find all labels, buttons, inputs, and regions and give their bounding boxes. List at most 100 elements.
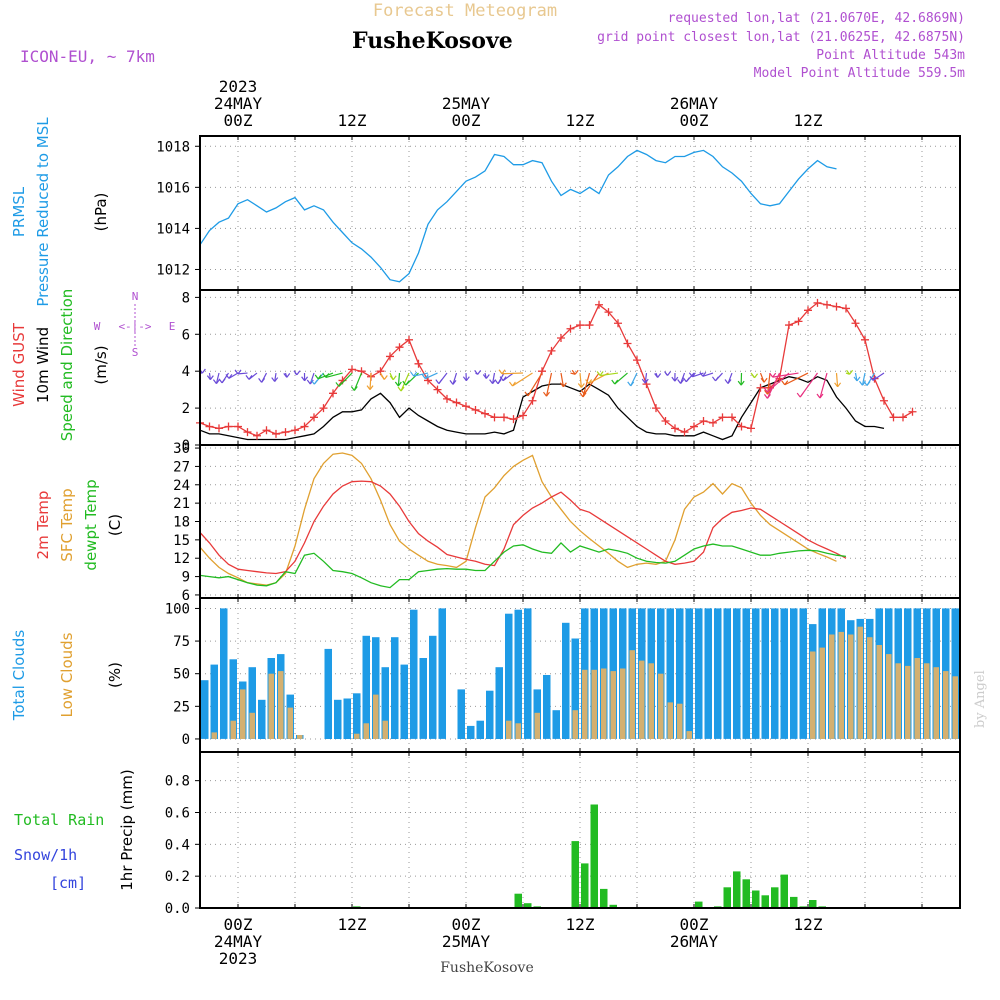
wind-arrow-head bbox=[543, 391, 550, 397]
low-cloud-bar bbox=[838, 631, 844, 739]
wind-arrow-head bbox=[764, 389, 772, 395]
wind-arrow-head bbox=[310, 379, 318, 385]
wind-gust-line-marker bbox=[519, 411, 527, 420]
pressure-line bbox=[199, 149, 837, 283]
bottom-time-label: 24MAY bbox=[214, 932, 263, 951]
rain-bar bbox=[600, 888, 608, 908]
chart-layers: 1012101410161018024686912151821242730025… bbox=[10, 77, 961, 968]
rain-legend: Total Rain bbox=[14, 811, 104, 829]
wind-gust-line-marker bbox=[823, 300, 831, 309]
wind-gust-line-marker bbox=[604, 308, 613, 317]
low-cloud-bar bbox=[363, 723, 369, 739]
y-tick-label: 6 bbox=[182, 588, 190, 604]
low-cloud-bar bbox=[211, 732, 217, 739]
low-cloud-bar bbox=[648, 663, 654, 739]
wind-gust-line-marker bbox=[319, 404, 328, 413]
wind-gust-line-marker bbox=[348, 365, 356, 374]
y-tick-label: 50 bbox=[173, 667, 190, 683]
wind-arrow-head bbox=[350, 386, 358, 391]
wind-gust-line-marker bbox=[490, 413, 499, 422]
total-cloud-bar bbox=[552, 710, 560, 739]
wind-arrow-head bbox=[212, 379, 220, 384]
wind-gust-line-marker bbox=[481, 409, 489, 418]
wind-direction-arrow bbox=[452, 372, 458, 385]
wind-direction-arrow bbox=[353, 372, 363, 391]
wind-gust-line-marker bbox=[880, 396, 888, 405]
top-time-label: 12Z bbox=[794, 111, 823, 130]
rain-bar bbox=[590, 804, 598, 908]
wind-direction-arrow bbox=[502, 372, 514, 382]
wind-arrow-head bbox=[435, 379, 443, 384]
wind-direction-arrow bbox=[501, 372, 524, 375]
bottom-time-label: 12Z bbox=[566, 915, 595, 934]
wind-direction-arrow bbox=[492, 372, 496, 384]
wind-arrow-head bbox=[301, 376, 309, 382]
wind-direction-arrow bbox=[772, 372, 799, 378]
wind-arrow-head bbox=[397, 386, 405, 392]
wind-gust-line-marker bbox=[718, 413, 727, 422]
requested-coords: requested lon,lat (21.0670E, 42.6869N) bbox=[668, 11, 965, 26]
wind-gust-line-marker bbox=[623, 339, 632, 348]
low-cloud-bar bbox=[677, 703, 683, 739]
wind-direction-arrow bbox=[237, 372, 248, 375]
total-cloud-bar bbox=[524, 608, 532, 739]
wind-arrow-head bbox=[834, 382, 842, 388]
total-cloud-bar bbox=[571, 638, 579, 739]
wind-gust-line-marker bbox=[690, 422, 698, 431]
total-cloud-bar bbox=[780, 608, 788, 739]
total-cloud-bar bbox=[438, 608, 446, 739]
low-cloud-bar bbox=[886, 654, 892, 739]
y-tick-label: 27 bbox=[173, 459, 190, 475]
y-tick-label: 9 bbox=[182, 570, 190, 586]
wind-gust-line-marker bbox=[528, 396, 537, 405]
total-cloud-bar bbox=[562, 622, 570, 739]
total-cloud-bar bbox=[353, 693, 361, 739]
wind-gust-line-marker bbox=[794, 317, 803, 326]
total-cloud-bar bbox=[220, 608, 228, 739]
low-cloud-bar bbox=[867, 637, 873, 739]
wind-gust-line-marker bbox=[614, 319, 622, 328]
wind-gust-line-marker bbox=[699, 417, 708, 426]
rain-bar bbox=[780, 874, 788, 908]
sfc-temp-line bbox=[199, 452, 837, 586]
wind-speed-line bbox=[199, 375, 885, 441]
wind-label: (m/s) bbox=[92, 345, 110, 384]
top-time-label: 00Z bbox=[452, 111, 481, 130]
wind-arrow-head bbox=[366, 385, 374, 390]
low-cloud-bar bbox=[819, 647, 825, 739]
low-cloud-bar bbox=[810, 651, 816, 739]
pressure-label: PRMSL bbox=[10, 186, 28, 237]
total-cloud-bar bbox=[343, 698, 351, 739]
wind-gust-line-marker bbox=[813, 298, 822, 307]
low-cloud-bar bbox=[914, 658, 920, 739]
wind-gust-line-marker bbox=[576, 321, 584, 330]
low-cloud-bar bbox=[249, 712, 255, 739]
wind-direction-arrow bbox=[819, 372, 828, 399]
wind-arrow-head bbox=[218, 378, 226, 384]
low-cloud-bar bbox=[287, 707, 293, 739]
y-tick-label: 1014 bbox=[156, 221, 190, 237]
total-cloud-bar bbox=[372, 637, 380, 739]
wind-arrow-head bbox=[796, 392, 804, 398]
pressure-label: Pressure Reduced to MSL bbox=[34, 117, 52, 307]
total-cloud-bar bbox=[410, 609, 418, 739]
wind-gust-line-marker bbox=[680, 428, 689, 437]
low-cloud-bar bbox=[354, 733, 360, 739]
top-time-label: 00Z bbox=[680, 111, 709, 130]
wind-gust-line-marker bbox=[386, 352, 394, 361]
wind-label: Speed and Direction bbox=[58, 289, 76, 442]
low-cloud-bar bbox=[952, 676, 958, 739]
total-cloud-bar bbox=[714, 608, 722, 739]
wind-arrow-head bbox=[737, 380, 745, 386]
model-altitude: Model Point Altitude 559.5m bbox=[754, 66, 965, 81]
wind-gust-line-marker bbox=[272, 429, 280, 438]
wind-arrow-head bbox=[577, 383, 585, 388]
wind-arrow-head bbox=[571, 369, 579, 375]
total-cloud-bar bbox=[657, 608, 665, 739]
low-cloud-bar bbox=[534, 712, 540, 739]
location-title: FusheKosove bbox=[352, 28, 513, 54]
low-cloud-bar bbox=[848, 634, 854, 739]
total-cloud-bar bbox=[704, 608, 712, 739]
temp-label: (C) bbox=[106, 514, 124, 536]
